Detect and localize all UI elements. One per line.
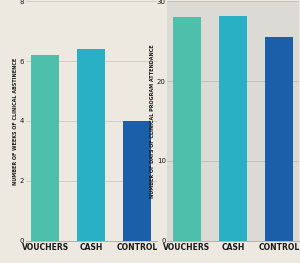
Y-axis label: NUMBER OF WEEKS OF CLINICAL ABSTINENCE: NUMBER OF WEEKS OF CLINICAL ABSTINENCE — [13, 57, 18, 185]
Bar — [77, 49, 105, 241]
Bar — [173, 17, 201, 241]
Bar — [123, 121, 151, 241]
Bar — [219, 16, 247, 241]
Y-axis label: NUMBER OF DAYS OF CLINICAL PROGRAM ATTENDANCE: NUMBER OF DAYS OF CLINICAL PROGRAM ATTEN… — [151, 44, 155, 198]
Bar — [32, 55, 59, 241]
Bar — [265, 37, 292, 241]
